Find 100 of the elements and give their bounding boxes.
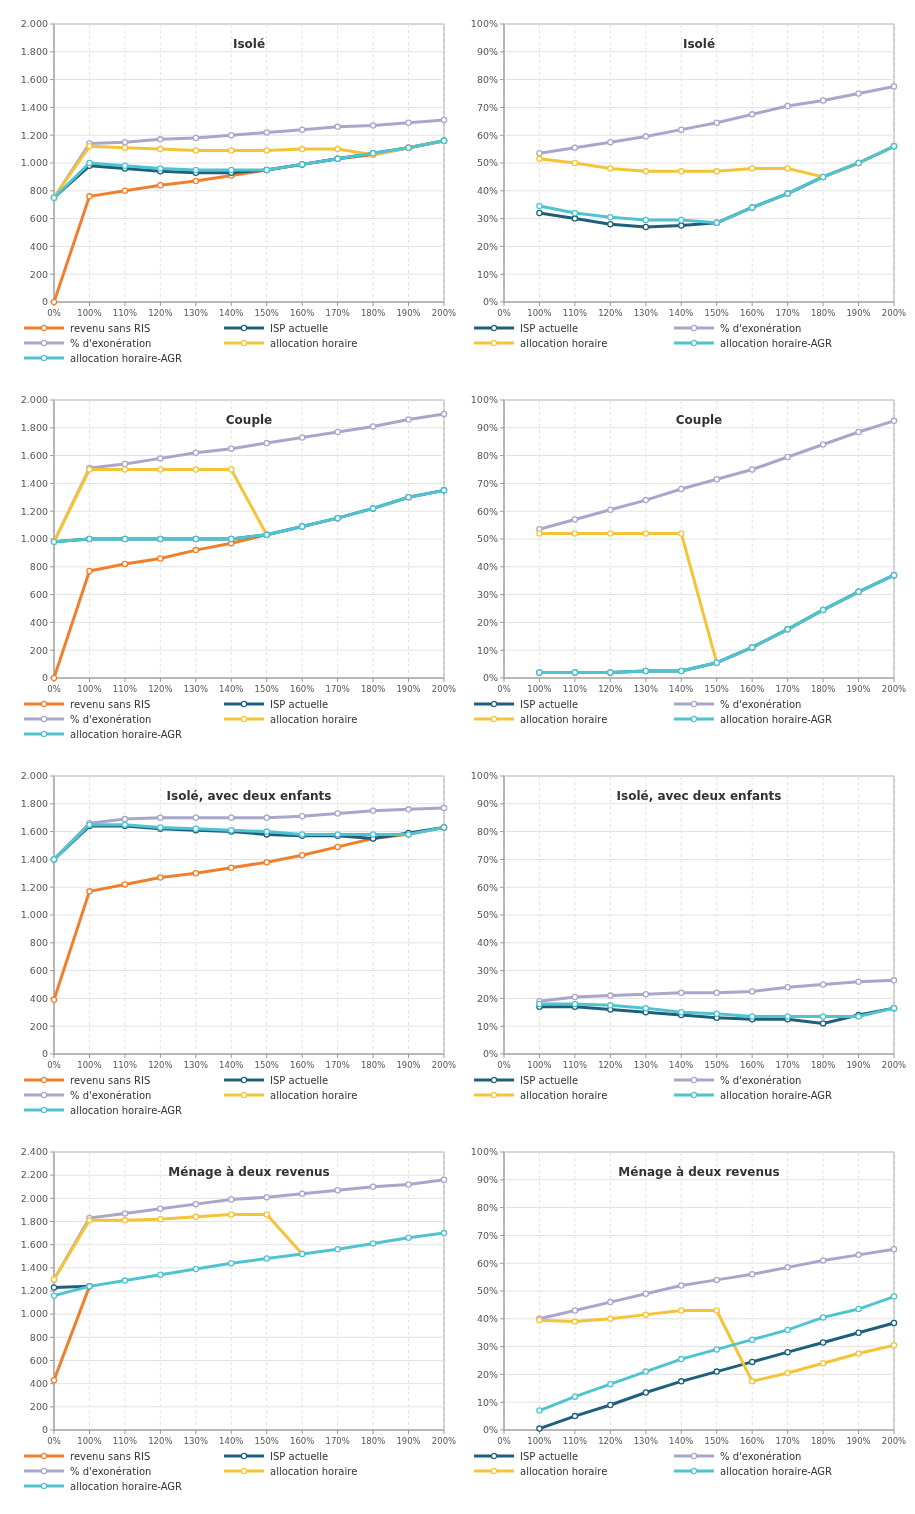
y-tick-label: 20% <box>476 240 498 252</box>
legend-label: allocation horaire <box>270 337 358 349</box>
x-tick-label: 120% <box>598 1060 623 1070</box>
x-tick-label: 130% <box>633 684 658 694</box>
x-tick-label: 150% <box>254 308 279 318</box>
x-tick-label: 120% <box>598 684 623 694</box>
x-tick-label: 110% <box>562 1436 588 1446</box>
x-tick-label: 200% <box>881 1436 907 1446</box>
text: Isolé, avec deux enfants <box>166 789 332 803</box>
x-tick-label: 100% <box>527 308 552 318</box>
y-tick-label: 10% <box>476 268 498 280</box>
x-tick-label: 180% <box>810 1060 836 1070</box>
legend-label: ISP actuelle <box>520 1450 579 1462</box>
x-tick-label: 150% <box>704 684 729 694</box>
x-tick-label: 120% <box>598 308 623 318</box>
x-tick-label: 100% <box>527 684 552 694</box>
x-tick-label: 0% <box>497 1436 511 1446</box>
y-tick-label: 60% <box>476 129 498 141</box>
x-tick-label: 160% <box>290 684 315 694</box>
y-tick-label: 2.000 <box>20 394 48 406</box>
x-tick-label: 130% <box>633 1436 658 1446</box>
y-tick-label: 600 <box>29 212 48 224</box>
x-tick-label: 180% <box>810 684 836 694</box>
x-tick-label: 0% <box>497 684 511 694</box>
x-tick-label: 100% <box>77 308 102 318</box>
y-tick-label: 0% <box>482 1048 498 1060</box>
x-tick-label: 200% <box>431 684 457 694</box>
x-tick-label: 0% <box>497 1060 511 1070</box>
x-tick-label: 150% <box>704 1436 729 1446</box>
x-tick-label: 200% <box>881 308 907 318</box>
x-tick-label: 140% <box>669 308 694 318</box>
y-tick-label: 200 <box>29 268 48 280</box>
y-tick-label: 70% <box>476 1229 498 1241</box>
legend-label: % d'exonération <box>720 1074 802 1086</box>
legend-label: allocation horaire-AGR <box>70 1104 183 1116</box>
x-tick-label: 200% <box>881 684 907 694</box>
legend-label: revenu sans RIS <box>70 698 151 710</box>
text: Couple <box>225 413 273 427</box>
legend-label: allocation horaire <box>520 1089 608 1101</box>
y-tick-label: 30% <box>476 1340 498 1352</box>
y-tick-label: 60% <box>476 1257 498 1269</box>
legend-label: allocation horaire <box>270 1465 358 1477</box>
x-tick-label: 130% <box>633 1060 658 1070</box>
x-tick-label: 140% <box>219 1060 244 1070</box>
x-tick-label: 150% <box>704 1060 729 1070</box>
legend-label: ISP actuelle <box>270 322 329 334</box>
x-tick-label: 200% <box>431 308 457 318</box>
x-tick-label: 170% <box>325 1436 350 1446</box>
legend-label: allocation horaire <box>520 713 608 725</box>
y-tick-label: 40% <box>476 561 498 573</box>
x-tick-label: 100% <box>527 1436 552 1446</box>
x-tick-label: 150% <box>704 308 729 318</box>
x-tick-label: 110% <box>112 1060 138 1070</box>
x-tick-label: 190% <box>396 684 421 694</box>
y-tick-label: 70% <box>476 101 498 113</box>
y-tick-label: 80% <box>476 73 498 85</box>
y-tick-label: 2.200 <box>20 1169 48 1181</box>
y-tick-label: 50% <box>476 533 498 545</box>
x-tick-label: 190% <box>846 308 871 318</box>
y-tick-label: 1.400 <box>20 477 48 489</box>
y-tick-label: 1.000 <box>20 157 48 169</box>
y-tick-label: 1.800 <box>20 1215 48 1227</box>
x-tick-label: 0% <box>497 308 511 318</box>
legend-label: revenu sans RIS <box>70 322 151 334</box>
legend-label: ISP actuelle <box>270 1074 329 1086</box>
x-tick-label: 180% <box>360 308 386 318</box>
x-tick-label: 160% <box>740 684 765 694</box>
y-tick-label: 100% <box>470 394 498 406</box>
x-tick-label: 150% <box>254 684 279 694</box>
y-tick-label: 1.600 <box>20 825 48 837</box>
x-tick-label: 140% <box>219 308 244 318</box>
y-tick-label: 1.600 <box>20 449 48 461</box>
x-tick-label: 120% <box>148 684 173 694</box>
legend-label: ISP actuelle <box>270 698 329 710</box>
y-tick-label: 100% <box>470 1146 498 1158</box>
x-tick-label: 190% <box>396 1060 421 1070</box>
y-tick-label: 50% <box>476 909 498 921</box>
y-tick-label: 60% <box>476 505 498 517</box>
y-tick-label: 800 <box>29 1331 48 1343</box>
x-tick-label: 110% <box>112 308 138 318</box>
y-tick-label: 40% <box>476 1313 498 1325</box>
y-tick-label: 1.200 <box>20 505 48 517</box>
x-tick-label: 160% <box>740 1060 765 1070</box>
x-tick-label: 130% <box>183 1060 208 1070</box>
x-tick-label: 150% <box>254 1060 279 1070</box>
y-tick-label: 0% <box>482 1424 498 1436</box>
y-tick-label: 20% <box>476 1368 498 1380</box>
y-tick-label: 0 <box>41 672 48 684</box>
y-tick-label: 20% <box>476 616 498 628</box>
y-tick-label: 1.000 <box>20 1308 48 1320</box>
y-tick-label: 80% <box>476 449 498 461</box>
y-tick-label: 90% <box>476 1174 498 1186</box>
y-tick-label: 40% <box>476 937 498 949</box>
y-tick-label: 10% <box>476 644 498 656</box>
text: Isolé <box>682 37 716 51</box>
x-tick-label: 100% <box>77 1060 102 1070</box>
x-tick-label: 130% <box>183 684 208 694</box>
x-tick-label: 180% <box>360 684 386 694</box>
y-tick-label: 600 <box>29 1354 48 1366</box>
legend-label: allocation horaire <box>520 337 608 349</box>
